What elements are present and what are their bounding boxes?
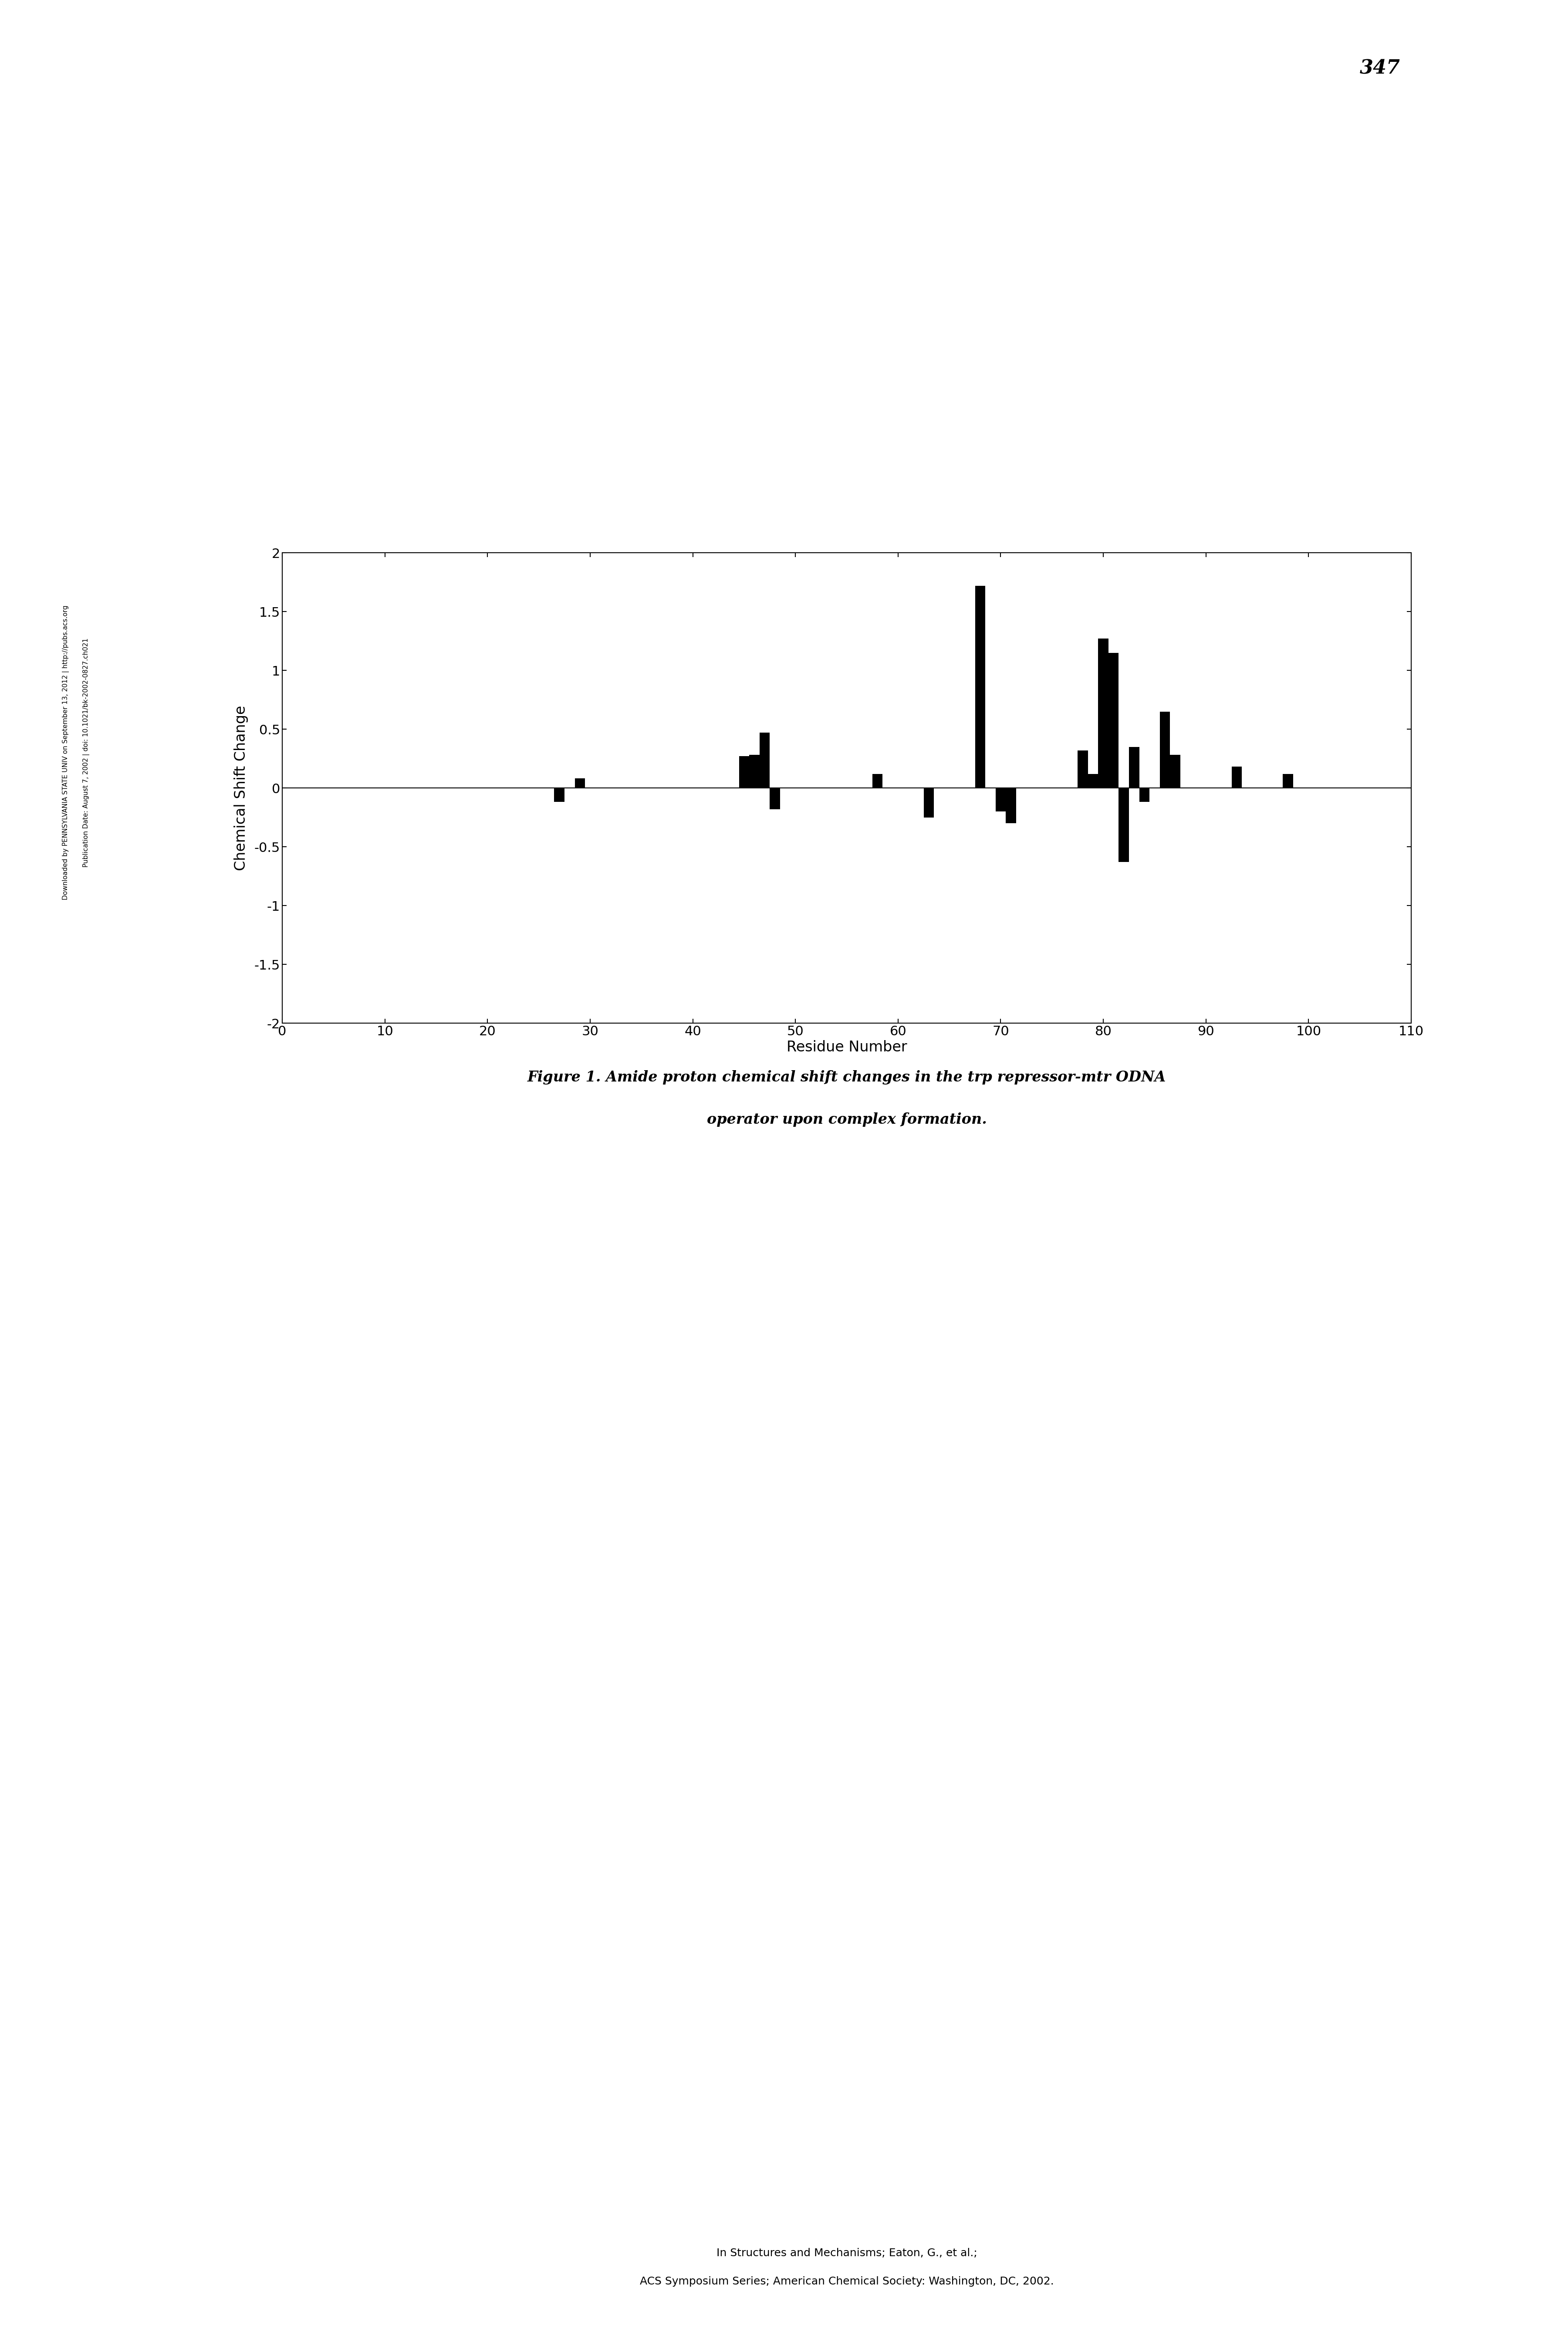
X-axis label: Residue Number: Residue Number <box>787 1040 906 1054</box>
Bar <box>924 788 935 818</box>
Bar <box>1118 788 1129 863</box>
Bar <box>996 788 1005 811</box>
Bar <box>1098 640 1109 788</box>
Bar <box>1005 788 1016 823</box>
Bar <box>554 788 564 802</box>
Bar <box>1109 654 1118 788</box>
Bar <box>1283 774 1294 788</box>
Bar <box>1140 788 1149 802</box>
Bar <box>1077 750 1088 788</box>
Text: 347: 347 <box>1359 59 1400 78</box>
Bar <box>975 586 985 788</box>
Bar <box>750 755 759 788</box>
Bar <box>1129 748 1140 788</box>
Text: Publication Date: August 7, 2002 | doi: 10.1021/bk-2002-0827.ch021: Publication Date: August 7, 2002 | doi: … <box>83 637 89 868</box>
Bar <box>770 788 779 809</box>
Bar <box>1160 713 1170 788</box>
Text: operator upon complex formation.: operator upon complex formation. <box>707 1112 986 1127</box>
Bar <box>739 757 750 788</box>
Bar <box>872 774 883 788</box>
Text: Downloaded by PENNSYLVANIA STATE UNIV on September 13, 2012 | http://pubs.acs.or: Downloaded by PENNSYLVANIA STATE UNIV on… <box>63 604 69 901</box>
Text: Figure 1. Amide proton chemical shift changes in the trp repressor-mtr ODNA: Figure 1. Amide proton chemical shift ch… <box>527 1070 1167 1084</box>
Bar <box>1088 774 1098 788</box>
Text: In Structures and Mechanisms; Eaton, G., et al.;: In Structures and Mechanisms; Eaton, G.,… <box>717 2249 977 2258</box>
Bar <box>1170 755 1181 788</box>
Bar <box>1231 767 1242 788</box>
Bar <box>575 779 585 788</box>
Text: ACS Symposium Series; American Chemical Society: Washington, DC, 2002.: ACS Symposium Series; American Chemical … <box>640 2277 1054 2286</box>
Y-axis label: Chemical Shift Change: Chemical Shift Change <box>234 706 248 870</box>
Bar <box>759 734 770 788</box>
